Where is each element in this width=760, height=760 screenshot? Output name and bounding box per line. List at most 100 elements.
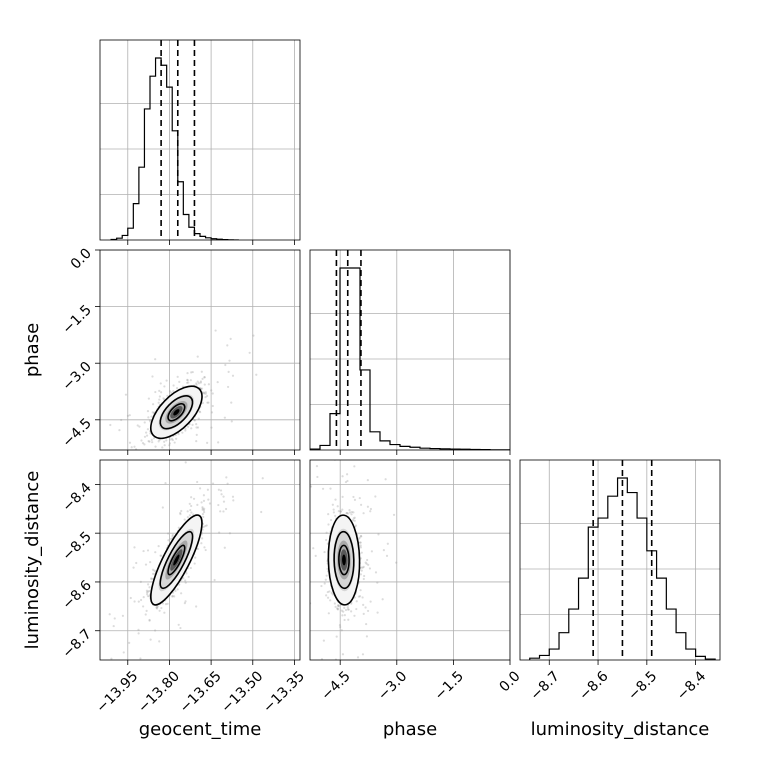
scatter-point	[186, 379, 189, 382]
scatter-point	[361, 653, 365, 656]
hist-panel-geocent_time	[99, 39, 301, 245]
scatter-point	[326, 590, 329, 594]
scatter-point	[341, 653, 345, 656]
scatter-point	[193, 419, 196, 422]
contour-line	[150, 385, 203, 440]
scatter-point	[201, 507, 204, 510]
scatter-point	[93, 665, 95, 667]
scatter-point	[325, 538, 328, 542]
scatter-point	[358, 595, 362, 598]
y-axis-label-phase: phase	[22, 323, 43, 377]
density-fill	[342, 554, 346, 566]
scatter-point	[291, 504, 293, 506]
scatter-point	[199, 380, 202, 383]
scatter-point	[151, 411, 154, 414]
scatter-point	[211, 392, 214, 395]
scatter-point	[180, 509, 183, 513]
scatter-point	[361, 596, 364, 599]
scatter-point	[310, 485, 313, 488]
histogram-step	[310, 267, 510, 450]
scatter-point	[350, 513, 353, 516]
scatter-point	[169, 537, 173, 541]
scatter-point	[223, 546, 226, 549]
scatter-point	[203, 546, 206, 549]
x-tick-label: −13.50	[218, 668, 266, 716]
scatter-point	[352, 495, 355, 499]
scatter-point	[144, 563, 148, 566]
scatter-point	[336, 607, 340, 610]
scatter-point	[226, 385, 230, 389]
scatter-point	[376, 581, 379, 584]
scatter-point	[229, 446, 231, 448]
scatter-point	[360, 535, 363, 538]
scatter-point	[201, 377, 204, 380]
scatter-point	[340, 609, 343, 612]
scatter-point	[178, 380, 181, 384]
scatter-point	[149, 476, 151, 478]
scatter-point	[181, 431, 184, 434]
density-panel-phase-luminosity_distance	[291, 459, 511, 665]
scatter-point	[197, 417, 200, 420]
scatter-point	[213, 578, 216, 582]
scatter-point	[230, 401, 233, 404]
scatter-point	[184, 581, 187, 584]
scatter-point	[159, 382, 162, 385]
scatter-point	[341, 475, 344, 478]
scatter-point	[355, 607, 358, 611]
scatter-point	[320, 658, 324, 660]
histogram-step	[110, 57, 239, 240]
scatter-point	[202, 511, 206, 514]
scatter-point	[133, 445, 136, 448]
x-axis-label-luminosity_distance: luminosity_distance	[531, 719, 710, 740]
scatter-point	[384, 478, 387, 481]
scatter-point	[230, 420, 233, 423]
scatter-point	[177, 623, 180, 626]
y-tick-label: −4.5	[59, 415, 94, 450]
scatter-point	[146, 593, 149, 596]
scatter-point	[347, 608, 350, 611]
scatter-point	[167, 539, 170, 542]
scatter-point	[150, 577, 153, 580]
scatter-point	[366, 609, 370, 613]
scatter-point	[224, 363, 227, 367]
scatter-point	[118, 429, 121, 432]
scatter-point	[157, 440, 160, 443]
scatter-point	[195, 433, 198, 436]
x-tick-label: −13.80	[135, 668, 183, 716]
scatter-point	[149, 638, 152, 641]
scatter-point	[204, 524, 207, 528]
scatter-point	[337, 604, 340, 607]
x-tick-label: −8.5	[625, 668, 660, 703]
scatter-point	[189, 508, 192, 512]
scatter-point	[136, 424, 139, 427]
scatter-point	[204, 396, 207, 399]
scatter-point	[184, 429, 187, 432]
scatter-point	[175, 386, 179, 390]
scatter-point	[255, 373, 258, 376]
scatter-point	[164, 603, 168, 606]
scatter-point	[217, 503, 220, 507]
scatter-point	[147, 440, 150, 443]
scatter-point	[198, 410, 202, 414]
scatter-point	[367, 563, 370, 566]
scatter-point	[381, 598, 384, 601]
scatter-point	[148, 619, 151, 622]
scatter-point	[198, 410, 201, 413]
scatter-point	[325, 531, 328, 534]
y-tick-label: −3.0	[59, 359, 94, 394]
scatter-point	[132, 455, 134, 457]
scatter-point	[370, 550, 373, 553]
scatter-point	[146, 595, 150, 598]
scatter-point	[374, 495, 377, 498]
scatter-point	[154, 358, 157, 361]
scatter-point	[202, 509, 206, 512]
scatter-point	[144, 613, 147, 616]
scatter-point	[158, 640, 161, 643]
scatter-point	[332, 511, 335, 514]
x-tick-label: −4.5	[318, 668, 353, 703]
scatter-point	[184, 579, 187, 582]
scatter-point	[158, 609, 161, 612]
scatter-point	[202, 525, 205, 529]
scatter-point	[208, 502, 212, 505]
scatter-point	[165, 379, 168, 382]
